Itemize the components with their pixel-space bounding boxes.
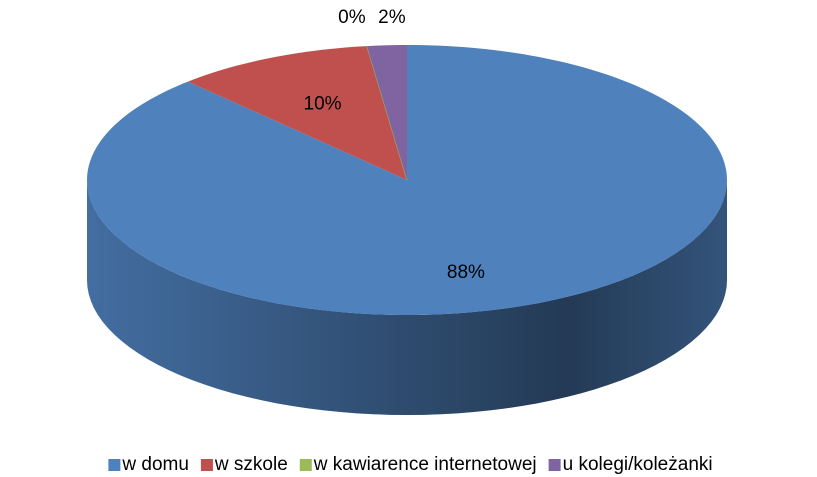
data-label: 2% <box>378 7 406 28</box>
legend-swatch <box>108 459 121 471</box>
slice <box>187 46 407 180</box>
slice-side-shade <box>87 180 727 415</box>
legend-swatch <box>299 459 312 471</box>
data-label: 10% <box>304 93 342 114</box>
data-label: 0% <box>338 7 366 28</box>
legend-label: w kawiarence internetowej <box>313 454 537 475</box>
legend: w domu w szkole w kawiarence internetowej u… <box>108 454 713 475</box>
slice <box>87 45 727 315</box>
legend-swatch <box>548 459 561 471</box>
legend-label: u kolegi/koleżanki <box>563 454 713 475</box>
legend-label: w szkole <box>214 454 288 475</box>
data-label: 88% <box>447 262 485 283</box>
legend-label: w domu <box>121 454 189 475</box>
slice <box>366 45 407 180</box>
legend-swatch <box>200 459 213 471</box>
